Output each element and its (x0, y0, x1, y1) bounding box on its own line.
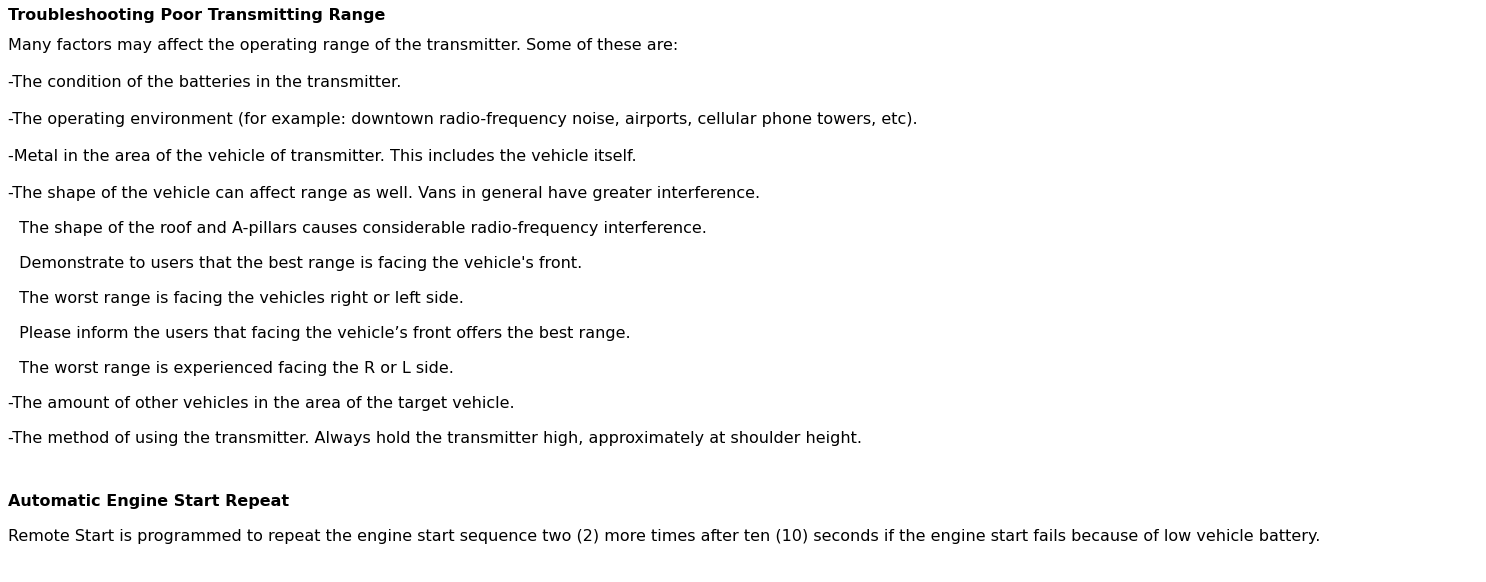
Text: -The amount of other vehicles in the area of the target vehicle.: -The amount of other vehicles in the are… (7, 396, 514, 411)
Text: Remote Start is programmed to repeat the engine start sequence two (2) more time: Remote Start is programmed to repeat the… (7, 529, 1321, 544)
Text: The worst range is facing the vehicles right or left side.: The worst range is facing the vehicles r… (13, 291, 464, 306)
Text: Demonstrate to users that the best range is facing the vehicle's front.: Demonstrate to users that the best range… (13, 256, 583, 271)
Text: The worst range is experienced facing the R or L side.: The worst range is experienced facing th… (13, 361, 453, 376)
Text: -The method of using the transmitter. Always hold the transmitter high, approxim: -The method of using the transmitter. Al… (7, 431, 862, 446)
Text: Automatic Engine Start Repeat: Automatic Engine Start Repeat (7, 494, 290, 509)
Text: -The operating environment (for example: downtown radio-frequency noise, airport: -The operating environment (for example:… (7, 112, 918, 127)
Text: Many factors may affect the operating range of the transmitter. Some of these ar: Many factors may affect the operating ra… (7, 38, 678, 53)
Text: Troubleshooting Poor Transmitting Range: Troubleshooting Poor Transmitting Range (7, 8, 385, 23)
Text: Please inform the users that facing the vehicle’s front offers the best range.: Please inform the users that facing the … (13, 326, 630, 341)
Text: -The shape of the vehicle can affect range as well. Vans in general have greater: -The shape of the vehicle can affect ran… (7, 186, 761, 201)
Text: -The condition of the batteries in the transmitter.: -The condition of the batteries in the t… (7, 75, 401, 90)
Text: -Metal in the area of the vehicle of transmitter. This includes the vehicle itse: -Metal in the area of the vehicle of tra… (7, 149, 636, 164)
Text: The shape of the roof and A-pillars causes considerable radio-frequency interfer: The shape of the roof and A-pillars caus… (13, 221, 707, 236)
